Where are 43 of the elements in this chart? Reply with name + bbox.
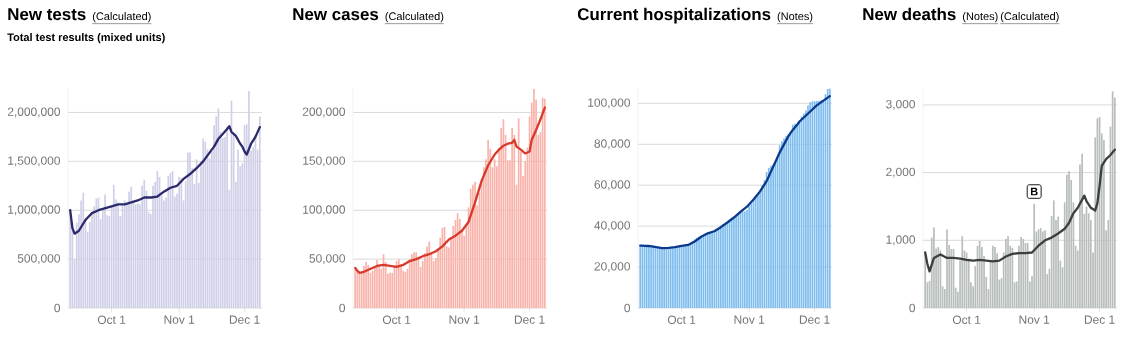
y-tick-label: 3,000 [886,99,916,110]
x-tick-label: Nov 1 [1019,315,1050,324]
y-tick-label: 0 [54,303,61,313]
y-tick-label: 0 [624,303,631,313]
x-tick-label: Dec 1 [514,315,545,324]
chart-subtitle: Total test results (mixed units) [7,33,165,44]
y-tick-label: 1,500,000 [8,156,61,167]
annotation: B [1030,187,1038,196]
y-tick-label: 60,000 [594,180,631,191]
text: (Notes) [962,12,998,23]
y-tick-label: 2,000 [886,167,916,178]
x-tick-label: Nov 1 [734,315,765,324]
x-tick-label: Nov 1 [164,315,195,324]
y-tick-label: 100,000 [303,205,346,216]
y-tick-label: 2,000,000 [7,107,61,118]
text: (Notes) [777,12,813,23]
x-tick-label: Oct 1 [97,315,126,324]
x-tick-label: Oct 1 [952,315,981,324]
x-tick-label: Dec 1 [229,315,260,324]
x-tick-label: Oct 1 [382,315,411,324]
chart-title: New deaths [863,7,956,21]
x-tick-label: Nov 1 [449,315,480,324]
y-tick-label: 50,000 [309,254,346,265]
text: (Calculated) [1000,12,1059,23]
y-tick-label: 80,000 [594,139,631,150]
x-tick-label: Oct 1 [667,315,696,324]
y-tick-label: 500,000 [17,254,61,265]
y-tick-label: 40,000 [594,221,631,232]
x-tick-label: Dec 1 [1084,315,1115,324]
y-tick-label: 0 [909,303,916,313]
y-tick-label: 150,000 [303,156,346,167]
text: (Calculated) [92,12,151,23]
x-tick-label: Dec 1 [799,315,830,324]
text: (Calculated) [385,12,444,23]
y-tick-label: 1,000,000 [8,205,61,216]
y-tick-label: 200,000 [302,107,346,118]
chart-title: New tests [8,8,86,21]
y-tick-label: 0 [339,303,346,313]
y-tick-label: 100,000 [588,98,631,109]
chart-title: New cases [293,8,379,21]
chart-title: Current hospitalizations [577,7,771,24]
y-tick-label: 20,000 [594,262,631,273]
y-tick-label: 1,000 [886,235,916,246]
